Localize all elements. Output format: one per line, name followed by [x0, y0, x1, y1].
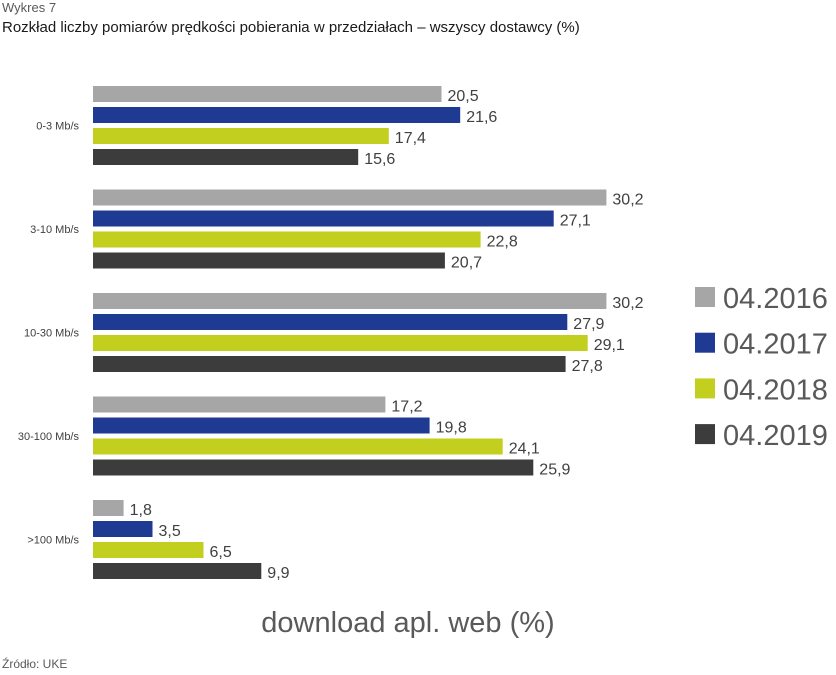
value-labels-layer: 20,5 21,6 17,415,6 30,2 27,1 22,8 20,7 30,2 27,9…	[130, 88, 644, 582]
data-label: 3,5	[159, 523, 181, 540]
bar	[93, 149, 359, 165]
bar	[93, 542, 204, 558]
bar	[93, 521, 153, 537]
data-label: 25,9	[539, 462, 570, 479]
bar	[93, 314, 568, 330]
data-label: 21,6	[466, 109, 497, 126]
bar	[93, 335, 588, 351]
bar	[93, 459, 534, 476]
data-label: 22,8	[487, 234, 518, 251]
data-label: 27,9	[573, 316, 604, 333]
bars-layer	[93, 86, 607, 579]
legend-label: 04.2016	[723, 283, 828, 315]
bar	[93, 293, 607, 309]
legend-label: 04.2019	[723, 420, 828, 452]
bar	[93, 252, 445, 269]
source-note: Źródło: UKE	[2, 657, 68, 671]
category-label: 0-3 Mb/s	[36, 121, 79, 133]
legend-swatch	[695, 332, 715, 353]
legend: 04.2016 04.2017 04.2018 04.2019	[695, 283, 828, 452]
legend-swatch	[695, 424, 715, 445]
data-label: 27,1	[560, 213, 591, 230]
data-label: 30,2	[612, 295, 643, 312]
bar	[93, 396, 386, 413]
data-label: 17,4	[395, 130, 426, 147]
bar	[93, 189, 607, 206]
data-label: 30,2	[612, 192, 643, 209]
data-label: 29,1	[594, 337, 625, 354]
bar	[93, 356, 566, 372]
bar	[93, 86, 442, 102]
legend-swatch	[695, 287, 715, 307]
bar	[93, 500, 124, 516]
figure-label: Wykres 7	[2, 0, 57, 15]
bar	[93, 210, 554, 227]
data-label: 19,8	[436, 420, 467, 437]
legend-swatch	[695, 378, 715, 399]
category-label: 3-10 Mb/s	[30, 224, 79, 236]
data-label: 6,5	[210, 544, 232, 561]
bar	[93, 417, 430, 434]
data-label: 20,5	[448, 88, 479, 105]
legend-label: 04.2018	[723, 374, 828, 406]
x-axis-label: download apl. web (%)	[261, 607, 554, 639]
category-labels-layer: 0-3 Mb/s 3-10 Mb/s 10-30 Mb/s 30-100 Mb/s >1…	[18, 121, 80, 547]
bar	[93, 128, 389, 144]
category-label: 10-30 Mb/s	[24, 328, 80, 340]
bar	[93, 563, 262, 579]
data-label: 17,2	[391, 399, 422, 416]
data-label: 15,6	[364, 151, 395, 168]
data-label: 1,8	[130, 502, 152, 519]
bar	[93, 231, 481, 248]
category-label: >100 Mb/s	[27, 535, 79, 547]
category-label: 30-100 Mb/s	[18, 431, 80, 443]
bar	[93, 107, 461, 123]
bar	[93, 438, 503, 455]
data-label: 27,8	[572, 358, 603, 375]
data-label: 24,1	[509, 441, 540, 458]
chart-title: Rozkład liczby pomiarów prędkości pobier…	[2, 19, 580, 36]
data-label: 20,7	[451, 255, 482, 272]
legend-label: 04.2017	[723, 329, 828, 361]
data-label: 9,9	[267, 565, 289, 582]
